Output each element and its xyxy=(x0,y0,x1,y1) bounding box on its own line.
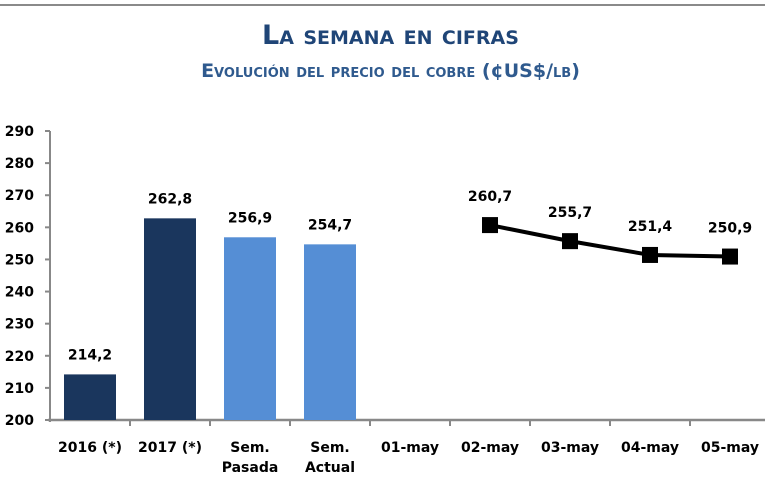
bar-data-label: 254,7 xyxy=(308,217,352,233)
line-marker xyxy=(482,217,498,234)
chart-subtitle: Evolución del precio del cobre (¢US$/lb) xyxy=(201,60,580,82)
x-tick-label: 01-may xyxy=(381,440,439,456)
bar xyxy=(224,237,276,420)
y-tick-label: 240 xyxy=(5,285,34,301)
x-tick-label: 02-may xyxy=(461,440,519,456)
y-tick-label: 280 xyxy=(5,156,34,172)
bar-data-label: 214,2 xyxy=(68,347,112,363)
y-tick-label: 290 xyxy=(5,124,34,140)
line-marker xyxy=(642,246,658,263)
line-data-label: 260,7 xyxy=(468,189,512,205)
x-tick-label: 2017 (*) xyxy=(138,440,202,456)
top-rule xyxy=(0,4,765,6)
x-tick-label: 05-may xyxy=(701,440,759,456)
x-tick-label: 03-may xyxy=(541,440,599,456)
bar xyxy=(304,244,356,420)
line-marker xyxy=(562,233,578,250)
y-tick-label: 220 xyxy=(5,349,34,365)
y-tick-label: 250 xyxy=(5,252,34,268)
bar-data-label: 262,8 xyxy=(148,191,192,207)
y-tick-label: 260 xyxy=(5,220,34,236)
line-data-label: 255,7 xyxy=(548,205,592,221)
y-tick-label: 200 xyxy=(5,413,34,429)
bar-data-label: 256,9 xyxy=(228,210,272,226)
line-data-label: 251,4 xyxy=(628,219,673,235)
y-tick-label: 210 xyxy=(5,381,34,397)
x-tick-label: Sem. Actual xyxy=(305,440,355,476)
x-tick-label: 2016 (*) xyxy=(58,440,122,456)
bar xyxy=(64,374,116,420)
line-marker xyxy=(722,248,738,265)
page-title: La semana en cifras xyxy=(262,20,519,51)
y-tick-label: 230 xyxy=(5,317,34,333)
price-line xyxy=(489,223,731,259)
x-tick-label: Sem. Pasada xyxy=(222,440,279,476)
x-tick-label: 04-may xyxy=(621,440,679,456)
bar xyxy=(144,218,196,420)
y-tick-label: 270 xyxy=(5,188,34,204)
line-data-label: 250,9 xyxy=(708,221,752,237)
